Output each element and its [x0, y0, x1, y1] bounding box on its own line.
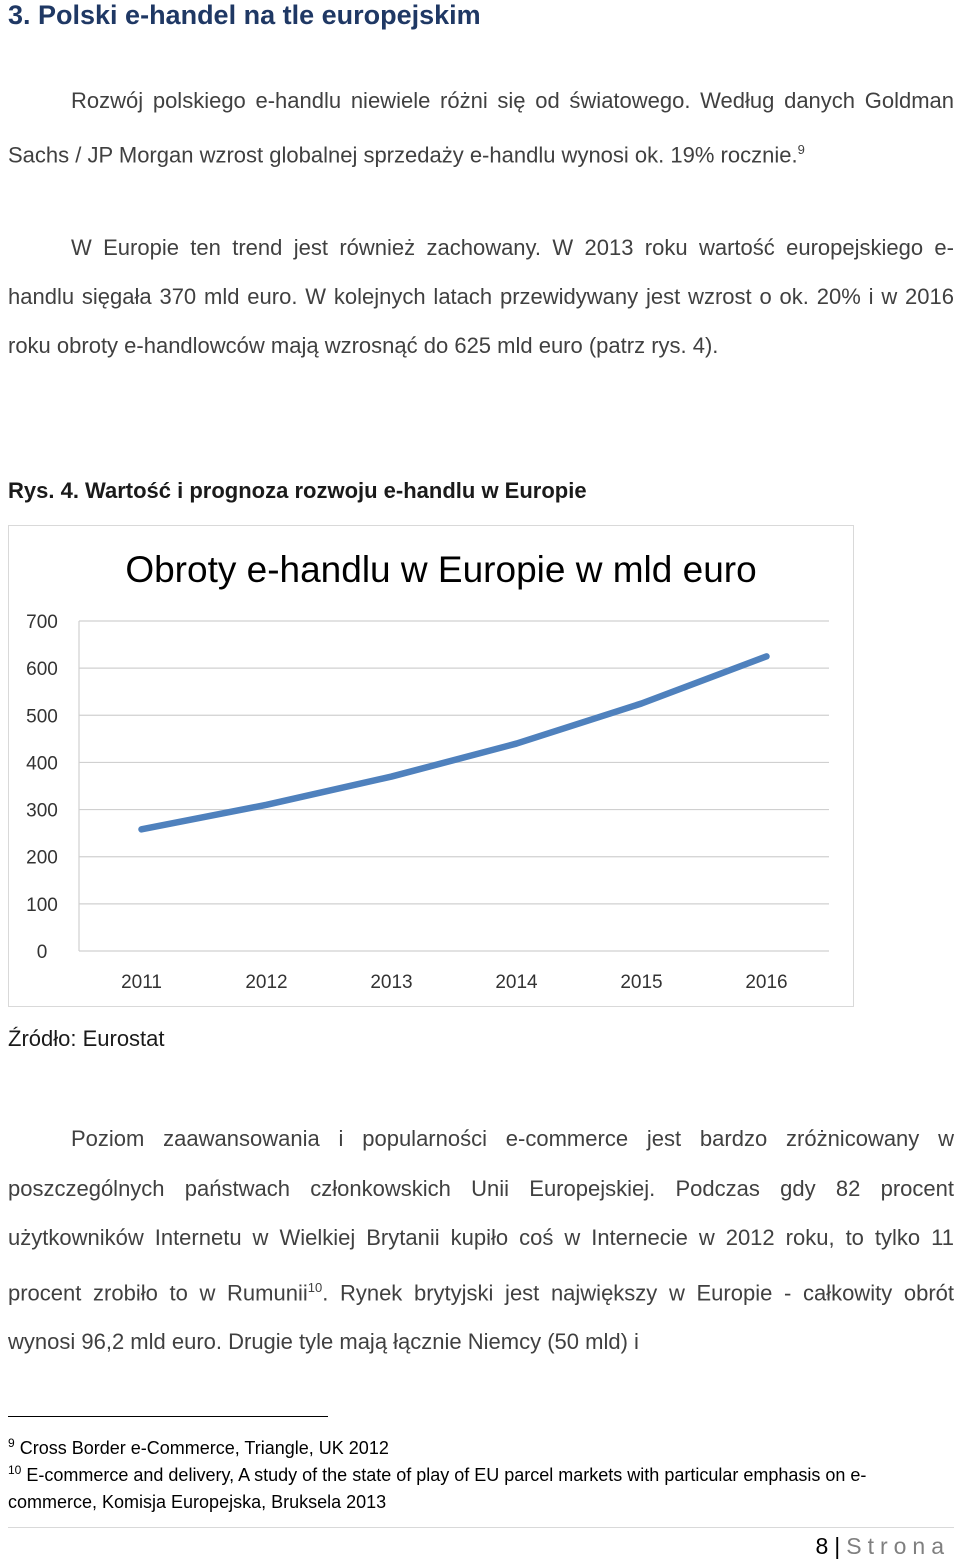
series-line: [138, 653, 770, 833]
paragraph-1: Rozwój polskiego e-handlu niewiele różni…: [8, 76, 954, 179]
x-tick-label: 2014: [495, 972, 538, 993]
footnote-9: 9 Cross Border e-Commerce, Triangle, UK …: [8, 1430, 948, 1462]
y-tick-label: 700: [26, 612, 58, 633]
section-heading: 3. Polski e-handel na tle europejskim: [8, 0, 481, 30]
chart-frame: Obroty e-handlu w Europie w mld euro 0 10…: [8, 525, 854, 1007]
paragraph-3: Poziom zaawansowania i popularności e-co…: [8, 1114, 954, 1367]
footnote-text: E-commerce and delivery, A study of the …: [8, 1465, 867, 1512]
footer-separator: |: [834, 1533, 841, 1559]
x-tick-label: 2011: [121, 972, 162, 993]
footnote-number: 9: [8, 1436, 15, 1450]
y-tick-label: 500: [26, 706, 58, 727]
chart-title: Obroty e-handlu w Europie w mld euro: [125, 549, 756, 590]
y-tick-label: 100: [26, 895, 58, 916]
footer-divider: [8, 1527, 954, 1528]
line-chart: Obroty e-handlu w Europie w mld euro 0 10…: [26, 549, 829, 993]
x-tick-label: 2013: [370, 972, 412, 993]
footnote-number: 10: [8, 1463, 22, 1477]
x-tick-label: 2012: [245, 972, 287, 993]
y-tick-label: 0: [37, 942, 48, 963]
y-tick-label: 200: [26, 848, 58, 869]
y-tick-label: 300: [26, 801, 58, 822]
paragraph-3-text-b: . Rynek brytyjski jest największy w Euro…: [8, 1279, 954, 1355]
paragraph-2-text: W Europie ten trend jest również zachowa…: [8, 235, 954, 358]
x-tick-label: 2015: [620, 972, 662, 993]
paragraph-3-text-a: Poziom zaawansowania i popularności e-co…: [8, 1126, 954, 1305]
x-tick-label: 2016: [745, 972, 787, 993]
footnote-ref-10[interactable]: 10: [307, 1279, 323, 1295]
page-number: 8: [815, 1533, 829, 1559]
page-label: Strona: [846, 1533, 950, 1559]
footnote-ref-9[interactable]: 9: [797, 142, 805, 157]
footnote-text: Cross Border e-Commerce, Triangle, UK 20…: [19, 1438, 389, 1458]
source-note: Źródło: Eurostat: [8, 1026, 165, 1051]
footnote-10: 10 E-commerce and delivery, A study of t…: [8, 1457, 948, 1516]
y-tick-label: 400: [26, 753, 58, 774]
figure-caption: Rys. 4. Wartość i prognoza rozwoju e-han…: [8, 478, 587, 503]
page-footer: 8 | Strona: [815, 1533, 950, 1560]
footnote-divider: [8, 1416, 328, 1417]
paragraph-1-text: Rozwój polskiego e-handlu niewiele różni…: [8, 88, 954, 168]
y-tick-label: 600: [26, 659, 58, 680]
paragraph-2: W Europie ten trend jest również zachowa…: [8, 223, 954, 370]
